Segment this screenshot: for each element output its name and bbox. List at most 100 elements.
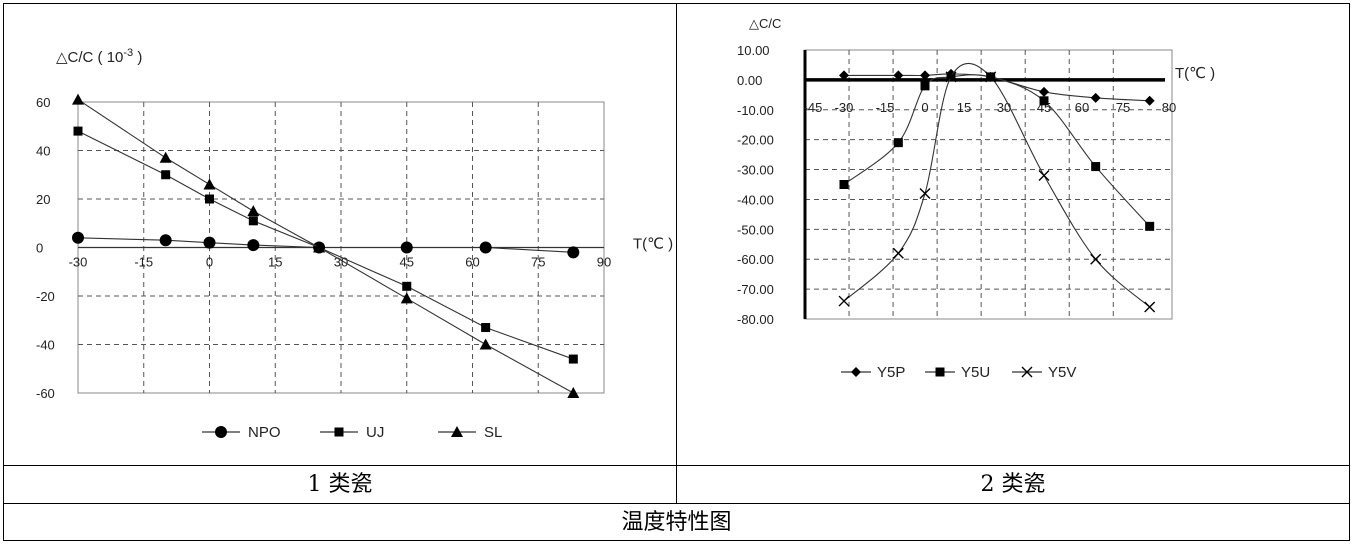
y-tick-label: 0.00 <box>737 73 762 88</box>
y-tick-label: -10.00 <box>737 103 774 118</box>
y-axis-title-end: ) <box>133 49 142 66</box>
data-point-Y5P <box>1039 86 1049 97</box>
x-axis-title: T(℃ ) <box>1175 65 1215 82</box>
data-point-Y5P <box>1090 92 1101 103</box>
x-tick-label: 90 <box>597 255 611 270</box>
series-line-Y5V <box>843 62 1151 308</box>
x-tick-label: 45 <box>400 255 414 270</box>
data-point-SL <box>313 241 326 253</box>
series-line-NPO <box>77 237 574 253</box>
data-point-Y5P <box>920 70 930 81</box>
data-point-Y5U <box>1145 221 1155 231</box>
right-chart-cell: △C/C 10.00 0.00 -10.00 -20.00 -30.00 -40.00 -50… <box>676 2 1350 467</box>
caption-class2: 2 类瓷 <box>676 465 1350 504</box>
data-point-Y5U <box>1039 96 1049 106</box>
data-point-SL <box>479 338 492 350</box>
data-point-NPO <box>400 241 413 254</box>
x-tick-label: 75 <box>1116 100 1130 115</box>
legend-marker-UJ <box>334 427 344 437</box>
figure-table: △C/C ( 10-3 ) 60 40 20 0 -20 -40 -60 -30 -15 0 15 30… <box>3 2 1350 542</box>
data-point-UJ <box>568 354 578 364</box>
legend-marker-NPO <box>215 426 227 438</box>
series-line-Y5P <box>844 73 1150 102</box>
y-tick-label: -20 <box>36 289 55 304</box>
data-point-Y5P <box>893 70 904 81</box>
y-tick-label: -40.00 <box>737 192 774 207</box>
data-point-NPO <box>72 231 84 244</box>
data-point-SL <box>159 151 172 163</box>
y-tick-label: 40 <box>36 144 50 159</box>
y-tick-label: -60.00 <box>737 252 774 267</box>
x-tick-label: -30 <box>69 255 88 270</box>
legend-label: UJ <box>366 424 384 441</box>
x-tick-label: -15 <box>134 255 153 270</box>
data-point-SL <box>72 93 84 105</box>
legend-label: SL <box>484 424 502 441</box>
x-tick-label: 15 <box>268 255 282 270</box>
y-tick-label: 10.00 <box>737 43 770 58</box>
legend-marker-SL <box>451 426 463 437</box>
x-tick-label: -15 <box>876 100 895 115</box>
left-chart-cell: △C/C ( 10-3 ) 60 40 20 0 -20 -40 -60 -30 -15 0 15 30… <box>3 2 677 467</box>
data-point-Y5V <box>985 71 997 83</box>
y-axis-title: △C/C <box>749 16 781 31</box>
x-tick-label: 80 <box>1162 100 1176 115</box>
data-point-Y5U <box>893 138 903 148</box>
x-tick-label: 75 <box>531 255 545 270</box>
y-tick-label: -30.00 <box>737 163 774 178</box>
y-axis-title-base: △C/C ( 10 <box>56 49 123 66</box>
y-tick-label: -50.00 <box>737 222 774 237</box>
data-point-Y5V <box>838 295 850 307</box>
data-point-Y5V <box>1038 170 1050 182</box>
y-axis-title-sup: -3 <box>123 47 133 59</box>
caption-class1: 1 类瓷 <box>3 465 677 504</box>
data-point-Y5V <box>892 247 904 259</box>
y-tick-label: -70.00 <box>737 282 774 297</box>
legend-label: Y5V <box>1048 364 1076 381</box>
data-point-NPO <box>159 234 172 247</box>
legend-label: Y5U <box>961 364 990 381</box>
legend-marker-Y5U <box>935 367 945 377</box>
series-line-SL <box>77 99 574 394</box>
data-point-UJ <box>248 216 258 226</box>
data-point-Y5U <box>1091 162 1101 172</box>
legend-marker-Y5P <box>851 367 861 377</box>
plot-frame <box>804 49 1173 320</box>
chart-class2: △C/C 10.00 0.00 -10.00 -20.00 -30.00 -40.00 -50… <box>737 16 1215 381</box>
data-point-SL <box>400 292 413 304</box>
x-tick-label: 60 <box>1075 100 1089 115</box>
data-point-SL <box>203 178 216 190</box>
data-point-UJ <box>161 170 171 180</box>
data-point-UJ <box>481 323 491 333</box>
series-line-UJ <box>77 130 574 360</box>
y-tick-label: -20.00 <box>737 133 774 148</box>
caption-figure: 温度特性图 <box>3 502 1350 542</box>
x-tick-label: 60 <box>465 255 479 270</box>
y-tick-label: -40 <box>36 338 55 353</box>
x-tick-label: -30 <box>835 100 854 115</box>
x-tick-label: 0 <box>921 100 928 115</box>
x-axis-title: T(℃ ) <box>633 236 673 253</box>
y-tick-label: 0 <box>36 241 43 256</box>
data-point-Y5V <box>1144 301 1156 313</box>
data-point-NPO <box>479 241 492 254</box>
data-point-SL <box>567 387 580 398</box>
y-axis-title: △C/C ( 10-3 ) <box>56 47 142 66</box>
legend-label: Y5P <box>877 364 905 381</box>
data-point-UJ <box>73 126 83 136</box>
y-tick-label: -80.00 <box>737 312 774 327</box>
x-tick-label: 0 <box>206 255 213 270</box>
y-tick-label: -60 <box>36 386 55 401</box>
data-point-Y5U <box>839 180 849 189</box>
x-tick-label: 30 <box>997 100 1011 115</box>
data-point-SL <box>247 205 260 217</box>
y-tick-label: 20 <box>36 192 50 207</box>
series-line-Y5U <box>843 74 1151 227</box>
data-point-NPO <box>203 236 216 249</box>
data-point-Y5V <box>945 71 957 83</box>
data-point-NPO <box>247 239 260 252</box>
y-tick-label: 60 <box>36 95 50 110</box>
x-tick-label: -45 <box>804 100 823 115</box>
data-point-Y5P <box>1144 95 1155 106</box>
